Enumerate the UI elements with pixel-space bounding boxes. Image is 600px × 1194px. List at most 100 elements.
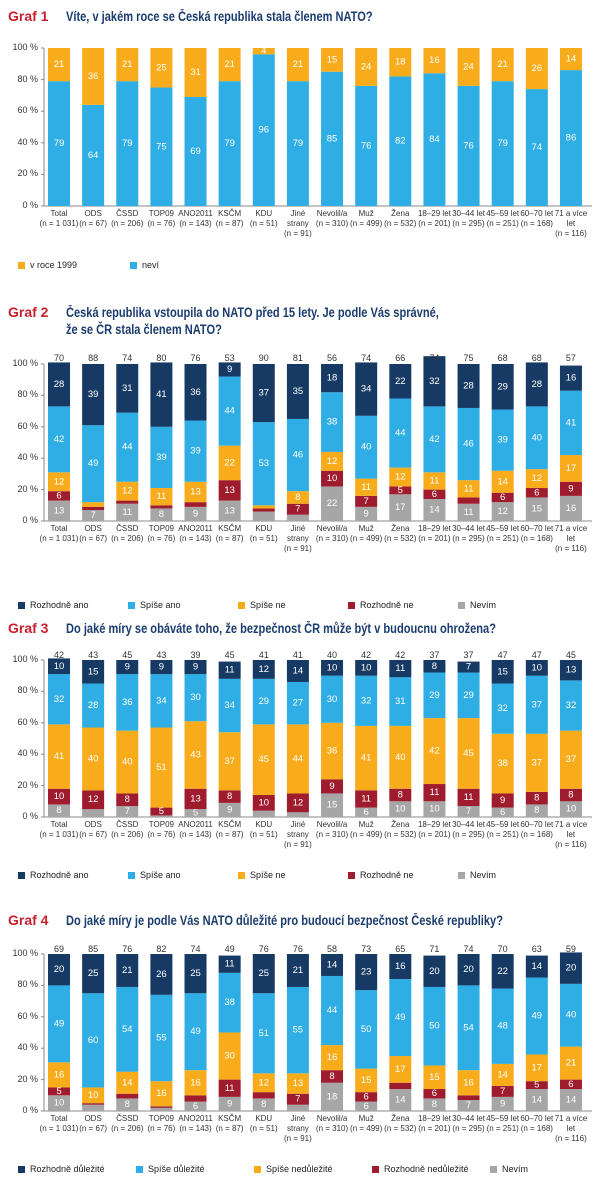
bar-segment: [48, 1062, 70, 1088]
bar-segment: [491, 409, 514, 471]
value-label: 8: [56, 805, 61, 816]
bar-segment: [559, 48, 582, 71]
bar-segment: [457, 48, 480, 86]
bar-segment: [389, 801, 412, 817]
value-label: 6: [364, 807, 369, 818]
value-label: 16: [429, 55, 440, 66]
value-label: 11: [464, 507, 474, 518]
value-label: 6: [364, 1101, 369, 1112]
value-label: 6: [432, 489, 437, 500]
value-label: 37: [532, 699, 543, 710]
value-label: 79: [122, 138, 133, 149]
bar-segment: [286, 812, 309, 817]
value-label: 21: [497, 59, 508, 70]
bar-segment: [423, 406, 446, 473]
x-tick-label: 30–44 let (n = 295): [452, 524, 485, 543]
value-label: 31: [395, 696, 406, 707]
bar-segment: [355, 660, 378, 676]
bar-segment: [286, 1104, 309, 1111]
value-label: 11: [464, 483, 474, 494]
total-label: 42: [53, 650, 64, 660]
bar-segment: [491, 733, 514, 794]
x-tick-label: 71 a více let (n = 116): [554, 209, 588, 238]
value-label: 64: [88, 150, 99, 161]
bar-segment: [457, 85, 480, 206]
value-label: 6: [500, 492, 505, 503]
value-label: 49: [190, 1026, 201, 1037]
value-label: 13: [190, 793, 201, 804]
graf-label: Graf 3: [8, 620, 49, 636]
bar-segment: [423, 1065, 446, 1090]
value-label: 31: [122, 383, 133, 394]
value-label: 5: [398, 485, 403, 496]
value-label: 5: [193, 808, 198, 819]
bar-segment: [116, 1071, 139, 1094]
value-label: 28: [532, 379, 543, 390]
x-tick-label: TOP09 (n = 76): [147, 524, 176, 543]
value-label: 35: [293, 386, 304, 397]
value-label: 41: [361, 753, 372, 764]
bar-segment: [525, 1089, 548, 1111]
value-label: 10: [361, 662, 372, 673]
bar-segment: [286, 954, 309, 987]
bar-segment: [48, 1095, 70, 1111]
bar-segment: [457, 407, 480, 481]
bar-segment: [559, 481, 582, 496]
value-label: 6: [500, 807, 505, 818]
y-tick-label: 80 %: [17, 979, 38, 990]
x-tick-label: ČSSD (n = 206): [111, 820, 144, 839]
bar-segment: [116, 730, 139, 794]
bar-segment: [48, 500, 70, 521]
value-label: 9: [500, 1098, 505, 1109]
graf-label: Graf 1: [8, 8, 49, 24]
value-label: 13: [224, 505, 235, 516]
bar-segment: [423, 718, 446, 785]
legend-label: v roce 1999: [30, 260, 78, 270]
y-tick-label: 60 %: [17, 105, 38, 116]
value-label: 21: [122, 59, 133, 70]
value-label: 55: [156, 1033, 167, 1044]
bar-segment: [286, 1093, 309, 1105]
bar-segment: [321, 470, 344, 487]
value-label: 76: [361, 140, 372, 151]
bar-segment: [423, 955, 446, 987]
value-label: 40: [532, 432, 543, 443]
bar-segment: [116, 500, 139, 504]
bar-segment: [389, 1082, 412, 1090]
bar-segment: [48, 954, 70, 986]
x-tick-label: TOP09 (n = 76): [147, 820, 176, 839]
bar-segment: [252, 993, 275, 1074]
value-label: 32: [497, 703, 508, 714]
value-label: 46: [463, 439, 474, 450]
bar-segment: [48, 48, 70, 82]
bar-segment: [82, 683, 105, 728]
bar-segment: [355, 506, 378, 521]
value-label: 37: [258, 388, 269, 399]
value-label: 86: [566, 133, 577, 144]
value-label: 38: [497, 758, 508, 769]
value-label: 32: [429, 376, 440, 387]
value-label: 16: [463, 1077, 474, 1088]
total-label: 74: [361, 353, 372, 363]
value-label: 29: [497, 381, 508, 392]
value-label: 28: [54, 379, 65, 390]
bar-segment: [116, 81, 139, 206]
value-label: 12: [88, 794, 99, 805]
value-label: 9: [193, 662, 198, 673]
bar-segment: [218, 500, 241, 521]
total-label: 37: [429, 650, 440, 660]
bar-segment: [559, 983, 582, 1047]
value-label: 30: [224, 1051, 235, 1062]
legend-label: Spíše nedůležité: [266, 1164, 333, 1174]
bar-segment: [559, 365, 582, 391]
bar-segment: [286, 364, 309, 419]
value-label: 14: [566, 1095, 577, 1106]
value-label: 20: [463, 964, 474, 975]
y-tick-label: 20 %: [17, 1073, 38, 1084]
value-label: 50: [429, 1021, 440, 1032]
value-label: 11: [395, 663, 405, 674]
value-label: 60: [88, 1035, 99, 1046]
x-tick-label: 18–29 let (n = 201): [417, 209, 451, 228]
value-label: 12: [258, 664, 269, 675]
